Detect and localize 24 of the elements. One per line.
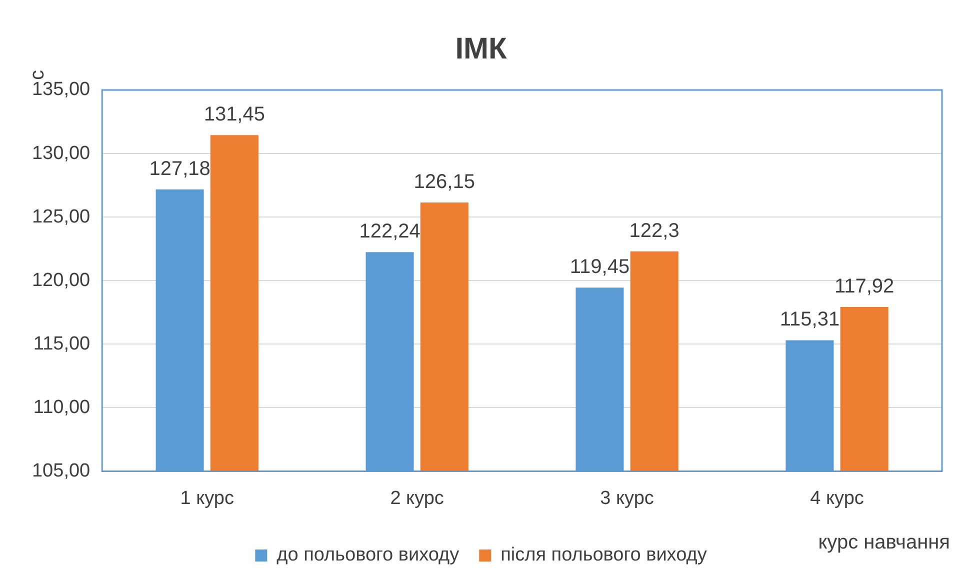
x-tick-label: 2 курс: [390, 488, 444, 509]
x-tick-label: 1 курс: [180, 488, 234, 509]
x-tick-label: 3 курс: [600, 488, 654, 509]
data-label: 131,45: [204, 104, 265, 126]
y-tick-label: 105,00: [32, 460, 90, 482]
data-label: 126,15: [414, 170, 475, 193]
data-label: 119,45: [570, 256, 630, 278]
y-tick-label: 115,00: [33, 333, 90, 354]
y-axis-title: с: [26, 70, 49, 80]
data-label: 115,31: [780, 308, 840, 331]
legend-label: до польового виходу: [276, 544, 460, 566]
data-label: 127,18: [149, 158, 210, 180]
y-tick-label: 110,00: [33, 396, 90, 418]
y-tick-label: 120,00: [32, 270, 90, 291]
chart-title: ІМК: [455, 32, 508, 66]
data-label: 117,92: [834, 276, 894, 298]
y-tick-label: 130,00: [32, 142, 90, 164]
y-tick-label: 125,00: [32, 206, 90, 228]
data-label: 122,3: [629, 220, 680, 242]
data-label: 122,24: [359, 220, 420, 243]
legend-label: після польового виходу: [500, 544, 708, 566]
x-axis-title: курс навчання: [818, 532, 950, 554]
x-tick-label: 4 курс: [810, 488, 864, 509]
y-tick-label: 135,00: [32, 79, 90, 100]
